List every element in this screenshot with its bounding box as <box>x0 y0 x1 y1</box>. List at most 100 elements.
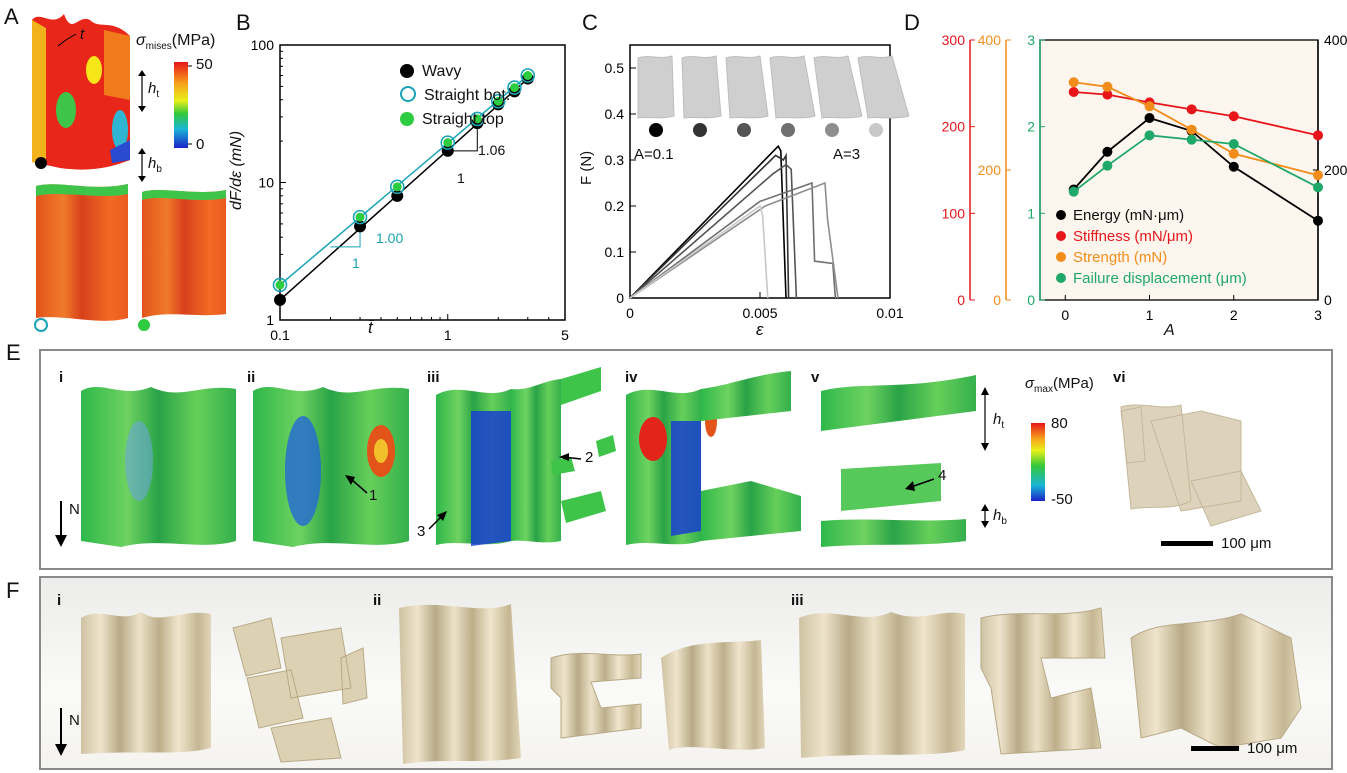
e-n-label: N <box>69 501 80 518</box>
b-point-straight-bot <box>389 179 405 195</box>
d-point <box>1102 160 1113 171</box>
f-sub-ii: ii <box>373 592 382 609</box>
panel-f-box: i ii iii N 100 μm <box>39 576 1333 770</box>
a-low-label: A=0.1 <box>634 146 674 163</box>
f-i-intact <box>81 612 211 754</box>
legend-stiffness: Stiffness (mN/μm) <box>1056 226 1247 247</box>
d-point <box>1068 87 1079 97</box>
b-point-straight-bot <box>272 277 288 293</box>
f-scalebar-label: 100 μm <box>1247 740 1298 757</box>
d-point <box>1186 124 1197 135</box>
cbar-a-unit: (MPa) <box>171 32 216 49</box>
legend-strength: Strength (mN) <box>1056 247 1247 268</box>
d-line <box>1073 116 1319 222</box>
e-sub-iii: iii <box>427 369 440 386</box>
c-ytick-label: 0.2 <box>605 198 625 214</box>
f-ii-intact <box>399 604 521 764</box>
d-point <box>1313 182 1323 193</box>
b-ylabel: dF/dε (mN) <box>228 130 245 210</box>
d-axis-strength-label: 400 <box>978 32 1002 48</box>
d-point <box>1313 215 1323 226</box>
panel-a-render <box>32 14 226 332</box>
b-point-straight-top <box>472 114 482 124</box>
e-arrow-4: 4 <box>938 467 947 484</box>
panel-label-e: E <box>6 340 21 365</box>
e-scalebar-label: 100 μm <box>1221 535 1272 552</box>
ht-label-a: h <box>148 80 157 97</box>
b-fit-wavy <box>279 76 530 301</box>
cbar-e-tick-80: 80 <box>1051 415 1068 432</box>
e-v-bottom <box>821 519 966 547</box>
c-ytick-label: 0.3 <box>605 152 625 168</box>
d-line <box>1073 91 1319 137</box>
b-point-straight-top <box>493 96 503 106</box>
c-specimen-thumb <box>681 55 722 119</box>
hb-label-a: h <box>148 155 157 172</box>
cbar-a-sigma: σ <box>136 32 146 49</box>
slope1-rise: 1.06 <box>478 142 506 158</box>
d-axis-stiffness-label: 300 <box>942 32 966 48</box>
d-axis-strength-label: 0 <box>993 292 1001 308</box>
f-scalebar <box>1191 746 1239 751</box>
b-ytick-label: 100 <box>251 37 275 53</box>
e-v-top <box>821 375 976 431</box>
d-point <box>1228 161 1239 172</box>
b-point-straight-top <box>523 71 533 81</box>
b-fit-straight <box>279 73 530 286</box>
d-point <box>1228 148 1239 159</box>
wavy-marker <box>35 157 47 169</box>
b-ytick-label: 1 <box>266 312 274 328</box>
d-point <box>1144 130 1155 141</box>
cbar-a-tick-0: 0 <box>196 136 205 153</box>
e-sub-ii: ii <box>247 369 256 386</box>
b-xtick-label: 0.1 <box>270 327 290 343</box>
d-axis-energy-label: 0 <box>1324 292 1332 308</box>
c-specimen-marker <box>825 123 839 137</box>
c-ytick-label: 0 <box>616 290 624 306</box>
f-ii-fractured-b <box>661 640 765 750</box>
c-curve <box>629 152 790 299</box>
e-vi-render <box>1120 404 1262 527</box>
f-ii-fractured-a <box>550 652 642 739</box>
e-n-arrow <box>55 535 67 547</box>
c-curve <box>629 204 769 299</box>
c-specimen-marker <box>737 123 751 137</box>
d-point <box>1313 170 1323 181</box>
b-point-wavy <box>274 293 286 306</box>
b-point-straight-top <box>392 182 402 192</box>
d-axis-energy-label: 400 <box>1324 32 1347 48</box>
c-specimen-thumb <box>637 55 675 119</box>
f-n-label: N <box>69 712 80 729</box>
c-ytick-label: 0.4 <box>605 106 625 122</box>
straight-top-marker <box>138 319 150 331</box>
e-scalebar <box>1161 541 1213 546</box>
c-ytick-label: 0.5 <box>605 60 625 76</box>
d-xtick-label: 2 <box>1230 307 1238 323</box>
c-xtick-label: 0 <box>626 305 634 321</box>
d-legend: Energy (mN·μm) Stiffness (mN/μm) Strengt… <box>1056 205 1247 289</box>
d-axis-failure-label: 3 <box>1027 32 1035 48</box>
cbar-a-tick-50: 50 <box>196 56 213 73</box>
d-axis-strength-label: 200 <box>978 162 1002 178</box>
e-i-wall <box>81 387 236 547</box>
b-point-straight-bot <box>352 209 368 225</box>
e-arrow-2: 2 <box>585 449 594 466</box>
c-specimen-marker <box>649 123 663 137</box>
panel-e-box: i ii iii iv v vi 1 2 3 4 N σmax(MPa) 80 … <box>39 349 1333 570</box>
b-point-straight-top <box>355 212 365 222</box>
c-specimen-marker <box>869 123 883 137</box>
f-iii-fractured-a <box>980 607 1106 755</box>
b-point-straight-bot <box>440 135 456 150</box>
d-axis-stiffness-label: 100 <box>942 205 966 221</box>
ht-label-e: h <box>993 411 1002 428</box>
slope2-rise: 1.00 <box>376 230 404 246</box>
b-point-straight-top <box>510 83 520 93</box>
panel-label-c: C <box>582 10 598 35</box>
panel-f-renders <box>55 604 1302 764</box>
d-point <box>1068 77 1079 88</box>
c-curve <box>629 181 839 299</box>
d-point <box>1102 81 1113 92</box>
colorbar-e <box>1031 423 1045 501</box>
